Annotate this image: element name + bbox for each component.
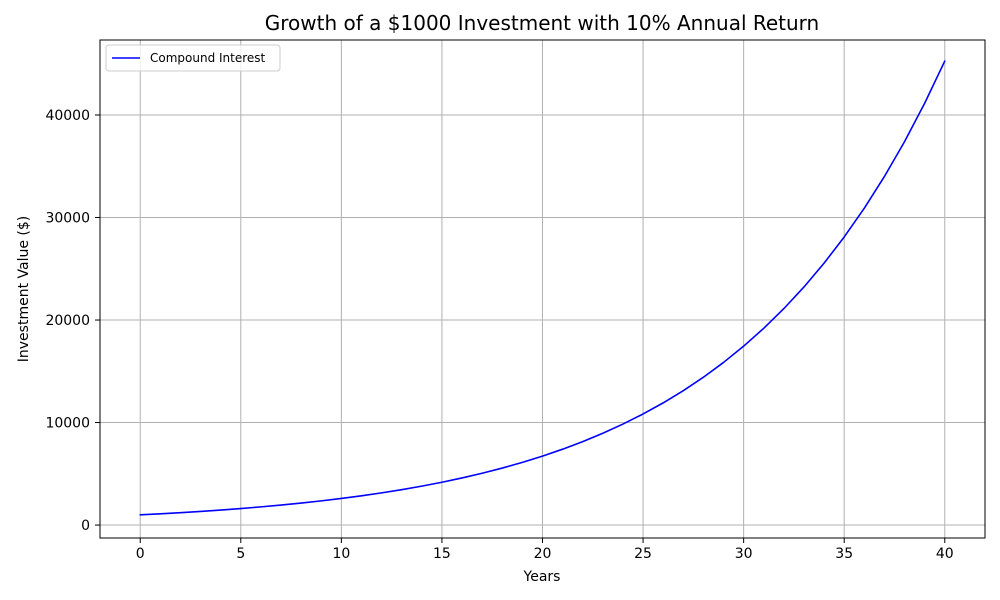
legend-box	[105, 44, 281, 72]
x-tick-label: 15	[433, 546, 451, 562]
legend: Compound Interest	[105, 44, 281, 72]
grid	[100, 40, 985, 538]
y-tick-label: 10000	[45, 416, 90, 432]
x-tick-label: 30	[735, 546, 753, 562]
y-tick-label: 30000	[45, 211, 90, 227]
x-tick-label: 40	[936, 546, 954, 562]
x-tick-label: 20	[534, 546, 552, 562]
y-tick-label: 0	[81, 518, 90, 534]
legend-label: Compound Interest	[150, 51, 266, 65]
y-axis-label: Investment Value ($)	[16, 216, 32, 362]
series-line-compound-interest	[139, 60, 946, 516]
series-layer	[139, 60, 946, 516]
ticks: 0 5 10 15 20 25 30 35 40 0 10000 20000 30000 40000	[45, 108, 953, 562]
y-tick-label: 40000	[45, 108, 90, 124]
x-tick-label: 0	[136, 546, 145, 562]
x-tick-label: 25	[634, 546, 652, 562]
y-tick-label: 20000	[45, 313, 90, 329]
chart-title: Growth of a $1000 Investment with 10% An…	[265, 11, 819, 35]
x-tick-label: 35	[835, 546, 853, 562]
x-tick-label: 10	[332, 546, 350, 562]
x-tick-label: 5	[236, 546, 245, 562]
x-axis-label: Years	[523, 569, 561, 585]
